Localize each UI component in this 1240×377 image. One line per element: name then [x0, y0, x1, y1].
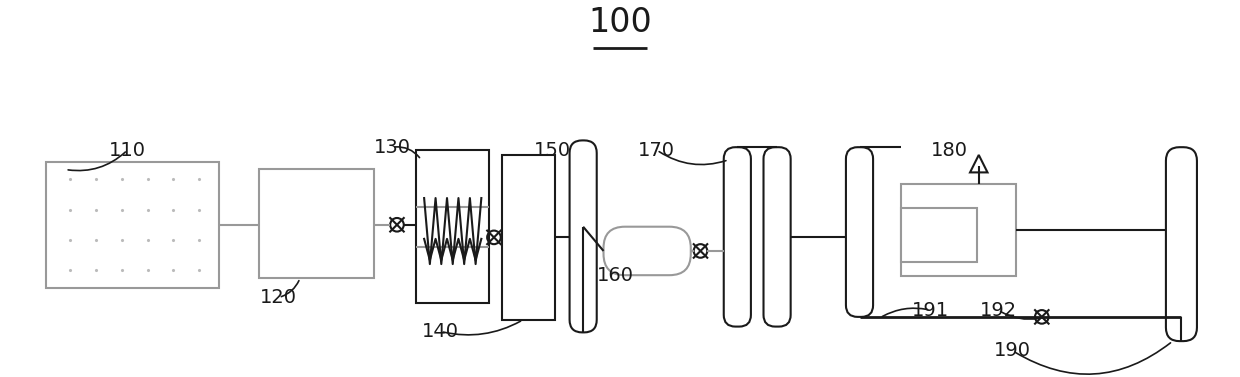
FancyBboxPatch shape	[1166, 147, 1197, 341]
Bar	[901, 208, 977, 262]
Text: 190: 190	[994, 341, 1032, 360]
Bar	[417, 150, 489, 303]
Bar	[901, 184, 1016, 276]
Text: 150: 150	[533, 141, 570, 159]
FancyBboxPatch shape	[604, 227, 691, 275]
Text: 100: 100	[588, 6, 652, 38]
Text: 192: 192	[980, 300, 1017, 320]
Text: 110: 110	[109, 141, 146, 159]
Text: 140: 140	[422, 322, 459, 341]
Text: 191: 191	[911, 300, 949, 320]
Text: 120: 120	[260, 288, 298, 307]
Text: 130: 130	[373, 138, 410, 157]
FancyBboxPatch shape	[846, 147, 873, 317]
Bar	[502, 155, 556, 320]
Text: 170: 170	[639, 141, 676, 159]
FancyBboxPatch shape	[724, 147, 751, 326]
FancyBboxPatch shape	[764, 147, 791, 326]
FancyBboxPatch shape	[569, 140, 596, 333]
Text: 160: 160	[596, 266, 634, 285]
Text: 180: 180	[931, 141, 968, 159]
Bar	[46, 162, 218, 288]
Bar	[259, 170, 373, 278]
